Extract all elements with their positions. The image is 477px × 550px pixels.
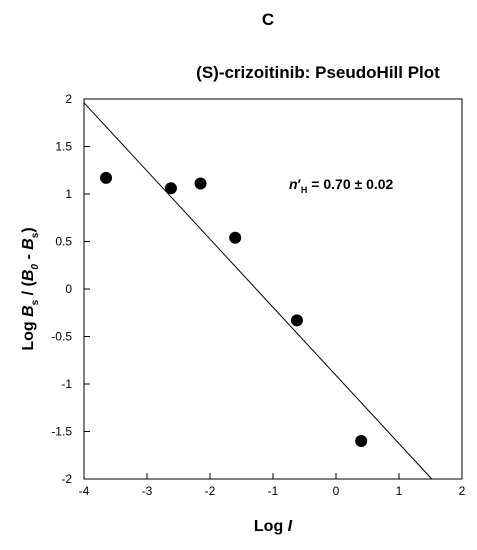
y-tick-label: -0.5 xyxy=(51,330,72,344)
y-tick-label: -2 xyxy=(61,472,72,486)
data-point xyxy=(164,182,177,195)
fit-line xyxy=(83,102,433,480)
x-tick-label: 0 xyxy=(333,484,340,498)
data-point xyxy=(229,231,242,244)
x-axis-label-italic: I xyxy=(288,518,293,535)
x-axis-label-prefix: Log xyxy=(254,518,288,535)
x-tick-label: -1 xyxy=(268,484,279,498)
data-points xyxy=(100,171,368,447)
x-axis-label: Log I xyxy=(254,518,293,535)
axis-ticks: -4 -3 -2 -1 0 1 2 -2 -1.5 -1 -0.5 0 0.5 1 1.5 2 xyxy=(51,92,465,498)
data-point xyxy=(290,314,303,327)
y-tick-label: 1.5 xyxy=(55,140,72,154)
data-point xyxy=(194,177,207,190)
plot-frame xyxy=(83,98,463,480)
data-point xyxy=(100,171,113,184)
y-axis-label: Log Bs / (B0 - Bs) xyxy=(20,227,41,350)
panel-letter: C xyxy=(262,10,274,29)
annotation-sub: H xyxy=(301,185,308,195)
fit-line-group xyxy=(83,102,433,480)
x-tick-label: 2 xyxy=(459,484,466,498)
y-tick-label: 2 xyxy=(65,92,72,106)
y-tick-label: 1 xyxy=(65,187,72,201)
annotation-text: = 0.70 ± 0.02 xyxy=(307,176,393,192)
annotation-prime: ′ xyxy=(298,176,302,192)
chart-title: (S)-crizoitinib: PseudoHill Plot xyxy=(196,63,440,82)
data-point xyxy=(355,435,368,447)
x-tick-label: 1 xyxy=(396,484,403,498)
hill-annotation: n′H = 0.70 ± 0.02 xyxy=(289,176,394,195)
y-tick-label: 0 xyxy=(65,282,72,296)
y-tick-label: -1.5 xyxy=(51,425,72,439)
y-tick-label: -1 xyxy=(61,377,72,391)
y-tick-label: 0.5 xyxy=(55,235,72,249)
annotation-n: n xyxy=(289,176,298,192)
x-tick-label: -3 xyxy=(142,484,153,498)
x-tick-label: -2 xyxy=(205,484,216,498)
x-tick-label: -4 xyxy=(79,484,90,498)
